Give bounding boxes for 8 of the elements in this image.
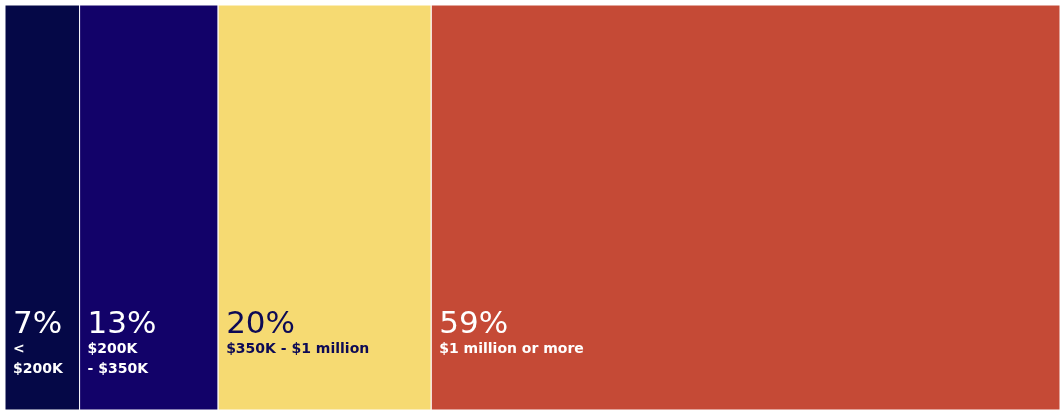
data-label: 13% bbox=[87, 304, 157, 341]
data-label: 20% bbox=[226, 304, 296, 341]
series-label: $200K - $350K bbox=[87, 340, 150, 377]
data-label: 7% bbox=[13, 304, 63, 341]
data-label: 59% bbox=[439, 304, 509, 341]
series-label: < $200K bbox=[13, 340, 64, 377]
series-label: $350K - $1 million bbox=[226, 340, 370, 357]
series-label: $1 million or more bbox=[439, 340, 584, 357]
